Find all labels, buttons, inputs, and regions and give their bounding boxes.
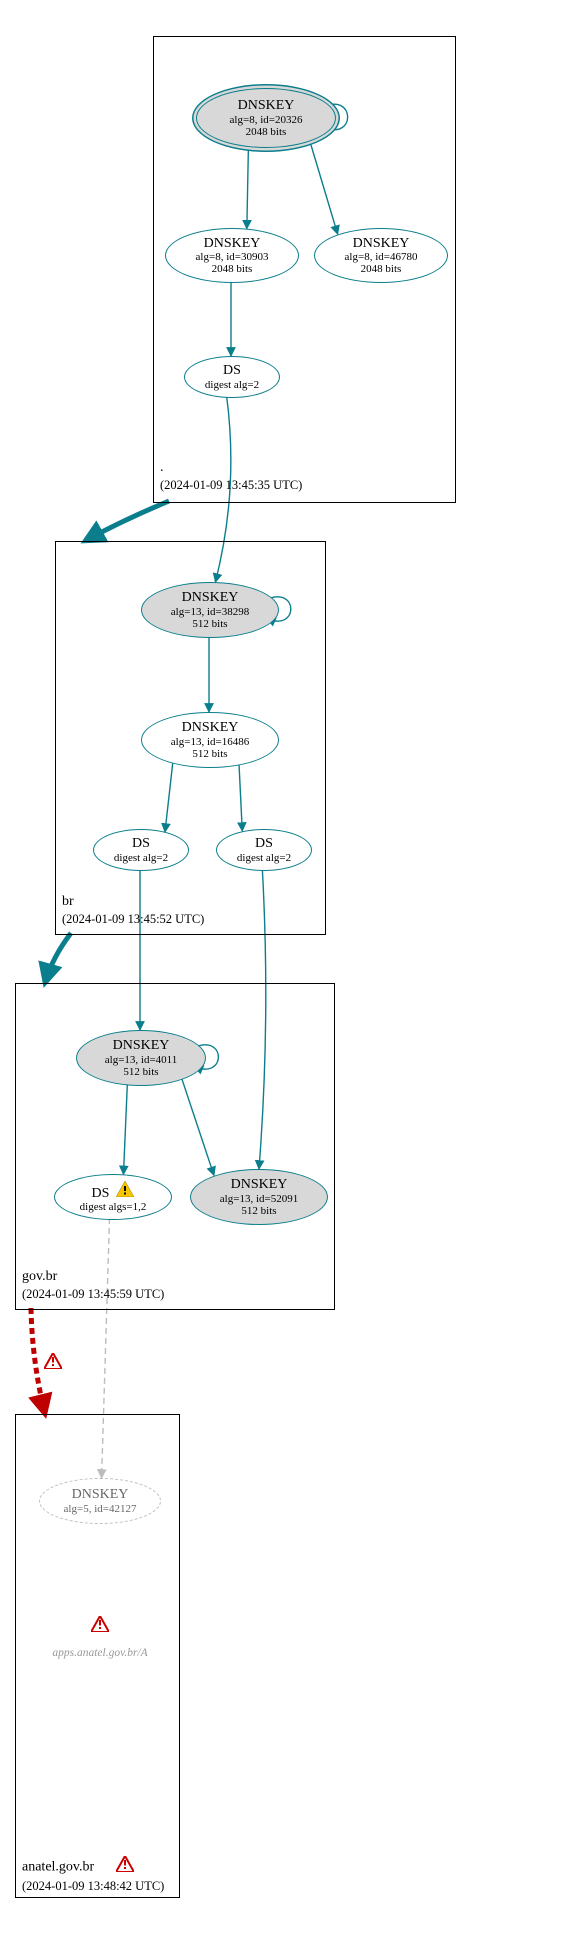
node-sub: digest algs=1,2: [80, 1201, 147, 1213]
node-title: DS: [223, 363, 241, 378]
zone-anatel-label: anatel.gov.br (2024-01-09 13:48:42 UTC): [22, 1856, 164, 1894]
node-title: DS: [132, 836, 150, 851]
node-sub: alg=13, id=38298: [171, 606, 249, 618]
node-sub: digest alg=2: [114, 852, 168, 864]
node-br_ksk: DNSKEYalg=13, id=38298512 bits: [141, 582, 279, 638]
node-sub2: 512 bits: [192, 748, 227, 760]
node-sub: alg=8, id=20326: [230, 114, 303, 126]
node-sub2: 512 bits: [192, 618, 227, 630]
error-icon: [44, 1353, 62, 1374]
node-br_zsk: DNSKEYalg=13, id=16486512 bits: [141, 712, 279, 768]
node-title: DNSKEY: [353, 236, 410, 251]
node-title: DNSKEY: [204, 236, 261, 251]
zone-name: gov.br: [22, 1268, 164, 1286]
error-icon: [40, 1616, 160, 1637]
zone-br-label: br (2024-01-09 13:45:52 UTC): [62, 893, 204, 927]
node-title: DNSKEY: [113, 1038, 170, 1053]
node-title: DNSKEY: [182, 720, 239, 735]
node-br_ds1: DSdigest alg=2: [93, 829, 189, 871]
node-br_ds2: DSdigest alg=2: [216, 829, 312, 871]
node-root_zsk2: DNSKEYalg=8, id=467802048 bits: [314, 228, 448, 283]
node-title: DNSKEY: [182, 590, 239, 605]
node-sub: digest alg=2: [205, 379, 259, 391]
rrset-label: apps.anatel.gov.br/A: [40, 1616, 160, 1659]
node-sub2: 2048 bits: [361, 263, 402, 275]
node-title: DNSKEY: [238, 98, 295, 113]
node-sub: alg=13, id=16486: [171, 736, 249, 748]
node-title: DNSKEY: [72, 1487, 129, 1502]
node-gov_ksk: DNSKEYalg=13, id=4011512 bits: [76, 1030, 206, 1086]
node-gov_zsk: DNSKEYalg=13, id=52091512 bits: [190, 1169, 328, 1225]
node-root_ksk: DNSKEYalg=8, id=203262048 bits: [196, 88, 336, 148]
node-gov_ds: DS digest algs=1,2: [54, 1174, 172, 1220]
node-sub2: 2048 bits: [212, 263, 253, 275]
node-sub: alg=8, id=30903: [196, 251, 269, 263]
node-sub: digest alg=2: [237, 852, 291, 864]
zone-timestamp: (2024-01-09 13:48:42 UTC): [22, 1878, 164, 1894]
node-sub: alg=13, id=4011: [105, 1054, 178, 1066]
node-title: DNSKEY: [231, 1177, 288, 1192]
zone-govbr-label: gov.br (2024-01-09 13:45:59 UTC): [22, 1268, 164, 1302]
node-root_ds: DSdigest alg=2: [184, 356, 280, 398]
rrset-text: apps.anatel.gov.br/A: [40, 1647, 160, 1659]
warning-icon: [116, 1186, 134, 1201]
node-sub2: 2048 bits: [246, 126, 287, 138]
zone-name: br: [62, 893, 204, 911]
node-title: DS: [92, 1181, 135, 1201]
node-root_zsk1: DNSKEYalg=8, id=309032048 bits: [165, 228, 299, 283]
node-sub: alg=13, id=52091: [220, 1193, 298, 1205]
zone-name: .: [160, 459, 302, 477]
zone-name: anatel.gov.br: [22, 1859, 94, 1874]
node-sub2: 512 bits: [241, 1205, 276, 1217]
zone-timestamp: (2024-01-09 13:45:59 UTC): [22, 1286, 164, 1302]
node-anatel_key: DNSKEYalg=5, id=42127: [39, 1478, 161, 1524]
zone-root-label: . (2024-01-09 13:45:35 UTC): [160, 459, 302, 493]
node-title: DS: [255, 836, 273, 851]
node-sub2: 512 bits: [123, 1066, 158, 1078]
error-icon: [116, 1861, 134, 1876]
node-sub: alg=8, id=46780: [345, 251, 418, 263]
zone-timestamp: (2024-01-09 13:45:35 UTC): [160, 477, 302, 493]
node-sub: alg=5, id=42127: [64, 1503, 137, 1515]
zone-timestamp: (2024-01-09 13:45:52 UTC): [62, 911, 204, 927]
zone-govbr: [15, 983, 335, 1310]
